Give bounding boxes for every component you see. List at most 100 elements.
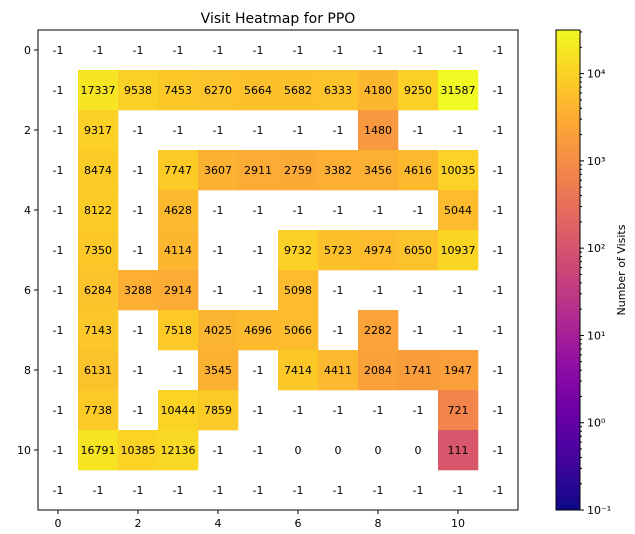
cell-value-label: 3288 (124, 284, 152, 297)
cell-value-label: -1 (133, 204, 144, 217)
cell-value-label: -1 (253, 244, 264, 257)
cell-value-label: 7518 (164, 324, 192, 337)
cell-value-label: -1 (133, 484, 144, 497)
cell-value-label: -1 (333, 124, 344, 137)
cell-value-label: 2282 (364, 324, 392, 337)
cell-labels: -1 -1 -1 -1 -1 -1 -1 -1 -1 -1 -1 -1 -1 17337 9538 7453 6… (53, 44, 504, 497)
cell-value-label: 17337 (81, 84, 116, 97)
cell-value-label: -1 (53, 364, 64, 377)
cell-value-label: -1 (453, 484, 464, 497)
cell-value-label: -1 (293, 124, 304, 137)
cell-value-label: -1 (253, 484, 264, 497)
cell-value-label: -1 (333, 284, 344, 297)
cell-value-label: 7859 (204, 404, 232, 417)
heatmap-cell (198, 350, 239, 391)
heatmap-cell (78, 150, 119, 191)
heatmap-cell (78, 390, 119, 431)
cell-value-label: 2914 (164, 284, 192, 297)
cell-value-label: -1 (53, 124, 64, 137)
heatmap-cell (118, 70, 159, 111)
heatmap-cell (198, 150, 239, 191)
heatmap-cell (358, 350, 399, 391)
heatmap-cell (158, 70, 199, 111)
cell-value-label: -1 (413, 324, 424, 337)
cell-value-label: 1480 (364, 124, 392, 137)
cell-value-label: -1 (253, 44, 264, 57)
cell-value-label: 16791 (81, 444, 116, 457)
x-tick-label: 10 (451, 517, 465, 530)
cell-value-label: -1 (213, 244, 224, 257)
x-tick-label: 6 (295, 517, 302, 530)
heatmap-cell (278, 230, 319, 271)
cell-value-label: -1 (293, 44, 304, 57)
cell-value-label: 5066 (284, 324, 312, 337)
cell-value-label: 0 (295, 444, 302, 457)
cell-value-label: -1 (173, 44, 184, 57)
heatmap-cell (438, 70, 479, 111)
heatmap-cell (238, 70, 279, 111)
cell-value-label: -1 (413, 204, 424, 217)
cell-value-label: 7414 (284, 364, 312, 377)
cell-value-label: 9538 (124, 84, 152, 97)
cell-value-label: -1 (493, 84, 504, 97)
cell-value-label: -1 (93, 484, 104, 497)
cell-value-label: 0 (335, 444, 342, 457)
heatmap-cell (158, 190, 199, 231)
heatmap-cell (358, 70, 399, 111)
cell-value-label: 5723 (324, 244, 352, 257)
cell-value-label: -1 (493, 164, 504, 177)
cell-value-label: 10385 (121, 444, 156, 457)
cell-value-label: 7143 (84, 324, 112, 337)
cell-value-label: -1 (493, 204, 504, 217)
cell-value-label: 10937 (441, 244, 476, 257)
cell-value-label: -1 (133, 164, 144, 177)
cell-value-label: -1 (53, 164, 64, 177)
cell-value-label: -1 (93, 44, 104, 57)
cell-value-label: 6270 (204, 84, 232, 97)
heatmap-cell (398, 350, 439, 391)
colorbar-tick-label: 10⁴ (587, 68, 606, 81)
y-tick-label: 10 (17, 444, 31, 457)
cell-value-label: -1 (373, 44, 384, 57)
heatmap-cell (318, 350, 359, 391)
cell-value-label: -1 (493, 404, 504, 417)
y-tick-label: 0 (24, 44, 31, 57)
cell-value-label: 0 (415, 444, 422, 457)
cell-value-label: 4411 (324, 364, 352, 377)
cell-value-label: -1 (373, 284, 384, 297)
cell-value-label: -1 (413, 484, 424, 497)
cell-value-label: 8122 (84, 204, 112, 217)
cell-value-label: -1 (413, 284, 424, 297)
heatmap-cell (158, 390, 199, 431)
cell-value-label: -1 (293, 404, 304, 417)
heatmap-cell (118, 430, 159, 471)
cell-value-label: -1 (493, 284, 504, 297)
heatmap-cell (398, 70, 439, 111)
heatmap-cell (158, 310, 199, 351)
cell-value-label: -1 (53, 284, 64, 297)
cell-value-label: -1 (493, 484, 504, 497)
heatmap-cell (318, 70, 359, 111)
cell-value-label: -1 (333, 484, 344, 497)
heatmap-cell (118, 270, 159, 311)
cell-value-label: -1 (453, 44, 464, 57)
cell-value-label: -1 (333, 404, 344, 417)
cell-value-label: -1 (213, 484, 224, 497)
heatmap-cell (278, 350, 319, 391)
cell-value-label: -1 (53, 484, 64, 497)
cell-value-label: -1 (373, 404, 384, 417)
colorbar-axis: 10⁻¹ 10⁰ 10¹ 10² 10³ 10⁴ (580, 31, 611, 517)
cell-value-label: -1 (493, 244, 504, 257)
heatmap-cell (278, 150, 319, 191)
x-tick-label: 4 (215, 517, 222, 530)
heatmap-cell (78, 190, 119, 231)
cell-value-label: -1 (133, 244, 144, 257)
cell-value-label: 6131 (84, 364, 112, 377)
cell-value-label: -1 (133, 324, 144, 337)
heatmap-cell (78, 110, 119, 151)
cell-value-label: 6333 (324, 84, 352, 97)
cell-value-label: -1 (53, 44, 64, 57)
heatmap-cell (358, 310, 399, 351)
cell-value-label: -1 (253, 404, 264, 417)
heatmap-cell (438, 430, 479, 471)
